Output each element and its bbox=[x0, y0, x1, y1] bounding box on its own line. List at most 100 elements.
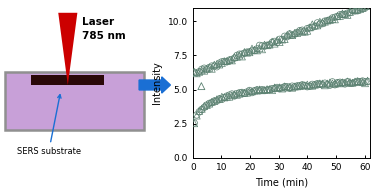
Point bbox=[219, 98, 225, 101]
Point bbox=[242, 51, 248, 54]
Point bbox=[350, 9, 356, 12]
Point bbox=[274, 41, 280, 44]
Point bbox=[287, 32, 293, 35]
Point bbox=[339, 12, 345, 15]
Point bbox=[194, 72, 200, 75]
Point bbox=[259, 89, 265, 92]
Point bbox=[274, 39, 280, 42]
Point bbox=[324, 19, 330, 22]
Point bbox=[364, 3, 370, 6]
Point bbox=[224, 60, 230, 63]
Point bbox=[284, 86, 290, 89]
Point bbox=[204, 104, 210, 107]
Point bbox=[309, 84, 315, 87]
Point bbox=[324, 19, 330, 22]
Point bbox=[201, 69, 207, 72]
Point bbox=[309, 83, 315, 86]
Point bbox=[302, 30, 308, 33]
Point bbox=[204, 104, 210, 107]
Point bbox=[304, 83, 310, 86]
Point bbox=[269, 87, 275, 90]
Point bbox=[362, 5, 368, 8]
Point bbox=[329, 18, 335, 21]
Point bbox=[342, 82, 348, 85]
Point bbox=[350, 82, 356, 85]
Point bbox=[254, 47, 260, 50]
Point bbox=[249, 90, 255, 93]
Bar bbox=[31, 75, 104, 85]
Point bbox=[279, 86, 285, 89]
Point bbox=[271, 40, 277, 43]
Point bbox=[254, 49, 260, 52]
Point bbox=[264, 88, 270, 91]
Point bbox=[244, 91, 250, 94]
Point bbox=[302, 84, 308, 87]
Point bbox=[322, 82, 328, 85]
Point bbox=[337, 14, 343, 17]
Point bbox=[337, 82, 343, 85]
Point bbox=[289, 34, 295, 37]
Point bbox=[352, 80, 358, 83]
Point bbox=[262, 43, 268, 46]
Point bbox=[319, 21, 325, 24]
Point bbox=[257, 47, 263, 50]
Point bbox=[214, 65, 220, 68]
Point bbox=[206, 66, 212, 69]
Point bbox=[222, 60, 228, 63]
Point bbox=[352, 9, 358, 12]
Point bbox=[297, 85, 303, 88]
Point bbox=[264, 89, 270, 92]
Point bbox=[236, 54, 242, 57]
Point bbox=[264, 44, 270, 47]
Point bbox=[355, 80, 361, 83]
Point bbox=[242, 52, 248, 55]
Point bbox=[222, 96, 228, 99]
Point bbox=[239, 53, 245, 56]
Point bbox=[355, 9, 361, 12]
Point bbox=[257, 88, 263, 91]
Point bbox=[304, 85, 310, 88]
Point bbox=[209, 64, 215, 67]
Point bbox=[226, 95, 232, 98]
Point bbox=[314, 83, 320, 86]
Point bbox=[206, 66, 212, 69]
Point bbox=[222, 96, 228, 99]
Point bbox=[246, 90, 253, 93]
Point bbox=[229, 94, 235, 97]
Point bbox=[307, 26, 313, 29]
Point bbox=[314, 21, 320, 24]
Point bbox=[355, 8, 361, 11]
Point bbox=[266, 88, 273, 91]
Point bbox=[319, 83, 325, 86]
Point bbox=[226, 59, 232, 62]
Point bbox=[231, 94, 237, 97]
Point bbox=[279, 38, 285, 41]
Point bbox=[312, 83, 318, 86]
Point bbox=[282, 38, 288, 41]
Point bbox=[222, 60, 228, 63]
Point bbox=[322, 84, 328, 87]
Point bbox=[347, 82, 353, 85]
Point bbox=[224, 95, 230, 98]
Point bbox=[335, 15, 341, 18]
Point bbox=[236, 92, 242, 95]
Point bbox=[216, 97, 222, 100]
Point bbox=[350, 8, 356, 11]
Point bbox=[242, 91, 248, 94]
Point bbox=[317, 83, 323, 86]
Point bbox=[329, 16, 335, 19]
Point bbox=[199, 107, 205, 110]
Point bbox=[246, 50, 253, 53]
Point bbox=[196, 109, 202, 112]
Point bbox=[209, 101, 215, 104]
Point bbox=[284, 34, 290, 37]
Point bbox=[198, 85, 204, 88]
Point bbox=[259, 48, 265, 51]
Point bbox=[350, 81, 356, 84]
Point bbox=[337, 13, 343, 16]
Point bbox=[319, 22, 325, 25]
Point bbox=[307, 85, 313, 88]
Point bbox=[234, 92, 240, 95]
Point bbox=[259, 44, 265, 47]
Point bbox=[335, 15, 341, 18]
